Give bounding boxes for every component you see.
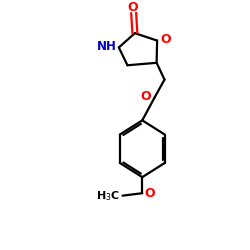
Text: H$_3$C: H$_3$C: [96, 189, 120, 202]
Text: O: O: [128, 1, 138, 14]
Text: O: O: [160, 32, 170, 46]
Text: NH: NH: [97, 40, 117, 54]
Text: O: O: [140, 90, 151, 104]
Text: O: O: [144, 187, 154, 200]
